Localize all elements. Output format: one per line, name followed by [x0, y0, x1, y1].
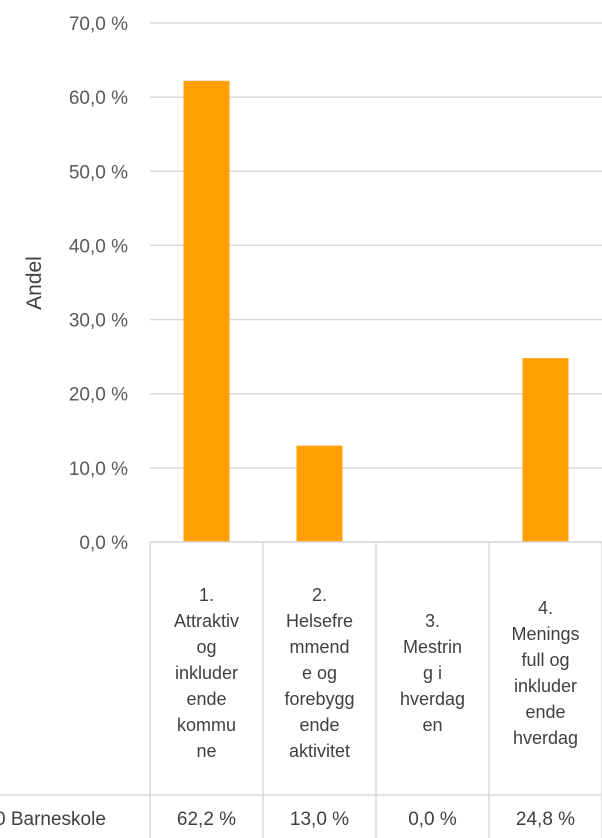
category-label-line: Menings	[511, 623, 580, 644]
data-table-cell: 13,0 %	[289, 809, 350, 830]
bars	[183, 80, 569, 543]
category-label-line: 4.	[537, 597, 553, 618]
category-label-line: Helsefre	[285, 610, 354, 631]
bar	[183, 80, 230, 543]
data-table-row-label: 0 Barneskole	[0, 809, 106, 830]
category-label-line: ende	[525, 701, 566, 722]
data-table-cell: 24,8 %	[515, 809, 576, 830]
category-label: 2. Helsefre mmend e og forebygg ende aktivitet	[265, 582, 375, 764]
category-label-line: 3.	[424, 610, 440, 631]
category-label: 3. Mestrin g i hverdag en	[378, 608, 488, 738]
bar	[296, 445, 343, 542]
category-label-line: mmend	[289, 636, 350, 657]
category-label-line: ende	[186, 688, 227, 709]
y-tick-label: 70,0 %	[69, 14, 128, 35]
category-label-line: en	[422, 714, 443, 735]
category-label-line: e og	[301, 662, 338, 683]
y-tick-label: 10,0 %	[69, 459, 128, 480]
y-tick-label: 60,0 %	[69, 88, 128, 109]
category-label-line: ende	[299, 714, 340, 735]
category-label-line: Attraktiv	[173, 610, 239, 631]
category-label-line: 2.	[311, 584, 327, 605]
data-table-grid	[0, 541, 602, 838]
category-label: 1. Attraktiv og inkluder ende kommu ne	[152, 582, 262, 764]
y-axis-ticks: 0,0 % 10,0 % 20,0 % 30,0 % 40,0 % 50,0 % 60,0 …	[69, 14, 128, 554]
category-label-line: 1.	[198, 584, 214, 605]
category-label-line: Mestrin	[402, 636, 462, 657]
y-axis-label: Andel	[23, 256, 46, 310]
category-label-line: aktivitet	[288, 740, 351, 761]
category-label-line: inkluder	[513, 675, 578, 696]
category-label-line: inkluder	[174, 662, 239, 683]
category-label-line: forebygg	[284, 688, 355, 709]
category-label-line: kommu	[176, 714, 236, 735]
category-label: 4. Menings full og inkluder ende hverdag	[491, 595, 601, 751]
bar	[522, 358, 569, 542]
category-label-line: hverdag	[399, 688, 466, 709]
category-label-line: g i	[422, 662, 442, 683]
category-label-line: hverdag	[512, 727, 579, 748]
y-tick-label: 0,0 %	[79, 533, 128, 554]
data-table-cell: 62,2 %	[176, 809, 237, 830]
y-tick-label: 30,0 %	[69, 311, 128, 332]
y-tick-label: 50,0 %	[69, 162, 128, 183]
y-tick-label: 40,0 %	[69, 236, 128, 257]
data-table-cell: 0,0 %	[408, 809, 457, 830]
y-tick-label: 20,0 %	[69, 385, 128, 406]
category-label-line: full og	[521, 649, 570, 670]
category-label-line: ne	[196, 740, 217, 761]
category-label-line: og	[196, 636, 217, 657]
